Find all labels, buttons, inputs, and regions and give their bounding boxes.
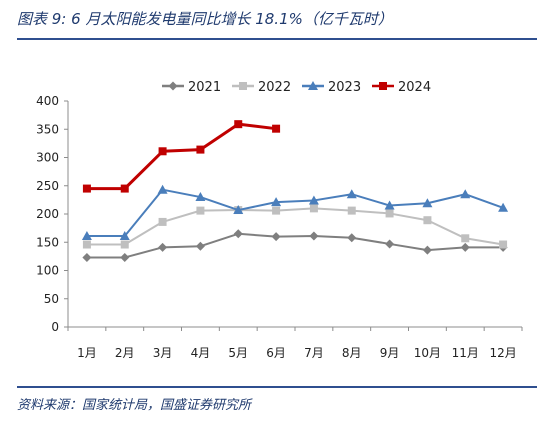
x-tick-label: 8月 — [342, 346, 362, 360]
data-point-2022 — [120, 240, 129, 249]
data-point-2021 — [195, 241, 205, 251]
data-point-2023 — [308, 195, 319, 205]
data-point-2023 — [460, 189, 471, 199]
data-point-2024 — [234, 120, 243, 129]
x-tick-label: 7月 — [304, 346, 324, 360]
x-tick-label: 5月 — [228, 346, 248, 360]
data-point-2021 — [120, 253, 130, 263]
y-tick-label: 200 — [36, 207, 59, 221]
legend-swatch-marker — [308, 81, 318, 90]
data-point-2023 — [195, 192, 206, 202]
data-point-2024 — [158, 147, 167, 156]
bottom-rule — [17, 386, 537, 388]
data-point-2022 — [423, 216, 432, 225]
y-tick-label: 0 — [51, 320, 59, 334]
data-point-2023 — [233, 205, 244, 215]
data-point-2024 — [120, 184, 129, 193]
y-tick-label: 250 — [36, 179, 59, 193]
y-tick-label: 400 — [36, 94, 59, 108]
legend-label: 2024 — [398, 80, 431, 95]
y-tick-label: 150 — [36, 235, 59, 249]
x-tick-label: 10月 — [414, 346, 441, 360]
x-tick-label: 9月 — [380, 346, 400, 360]
series-line-2023 — [86, 188, 504, 238]
legend-swatch-marker — [168, 81, 178, 91]
x-tick-label: 1月 — [77, 346, 97, 360]
data-point-2021 — [271, 232, 281, 242]
y-tick-label: 300 — [36, 151, 59, 165]
data-point-2022 — [158, 217, 167, 226]
data-point-2022 — [385, 209, 394, 218]
data-point-2021 — [158, 242, 168, 252]
legend-label: 2023 — [328, 80, 361, 95]
y-tick-label: 50 — [44, 292, 59, 306]
figure-header: 图表 9: 6 月太阳能发电量同比增长 18.1%（亿千瓦时） — [17, 8, 537, 30]
top-rule — [17, 38, 537, 40]
data-point-2023 — [384, 200, 395, 210]
series-line-2021 — [86, 232, 504, 259]
data-point-2021 — [82, 253, 92, 263]
data-point-2023 — [157, 184, 168, 194]
data-point-2022 — [196, 206, 205, 215]
data-point-2021 — [460, 242, 470, 252]
legend-swatch-marker — [239, 82, 247, 90]
x-tick-label: 12月 — [489, 346, 516, 360]
data-point-2023 — [271, 197, 282, 207]
data-point-2021 — [347, 233, 357, 243]
y-tick-label: 100 — [36, 264, 59, 278]
x-tick-label: 4月 — [191, 346, 211, 360]
data-point-2022 — [309, 204, 318, 213]
data-point-2023 — [346, 189, 357, 199]
x-tick-label: 2月 — [115, 346, 135, 360]
data-point-2022 — [347, 206, 356, 215]
data-point-2021 — [309, 231, 319, 241]
data-point-2021 — [233, 229, 243, 239]
data-point-2023 — [81, 231, 92, 241]
source-note: 资料来源：国家统计局，国盛证券研究所 — [17, 398, 252, 413]
legend-label: 2022 — [258, 80, 291, 95]
y-tick-label: 350 — [36, 122, 59, 136]
data-point-2022 — [272, 206, 281, 215]
data-point-2024 — [82, 184, 91, 193]
data-point-2021 — [422, 245, 432, 255]
legend-label: 2021 — [188, 80, 221, 95]
x-tick-label: 11月 — [452, 346, 479, 360]
data-point-2023 — [422, 198, 433, 208]
data-point-2022 — [499, 240, 508, 249]
series-line-2022 — [86, 207, 504, 246]
data-point-2022 — [461, 234, 470, 243]
data-point-2023 — [498, 202, 509, 212]
data-point-2022 — [82, 240, 91, 249]
data-point-2023 — [119, 231, 130, 241]
data-point-2021 — [385, 239, 395, 249]
series-line-2024 — [86, 122, 277, 191]
x-tick-label: 6月 — [266, 346, 286, 360]
x-tick-label: 3月 — [153, 346, 173, 360]
data-point-2024 — [272, 124, 281, 133]
figure-title: 图表 9: 6 月太阳能发电量同比增长 18.1%（亿千瓦时） — [17, 10, 393, 28]
data-point-2024 — [196, 145, 205, 154]
legend-swatch-marker — [379, 82, 387, 90]
